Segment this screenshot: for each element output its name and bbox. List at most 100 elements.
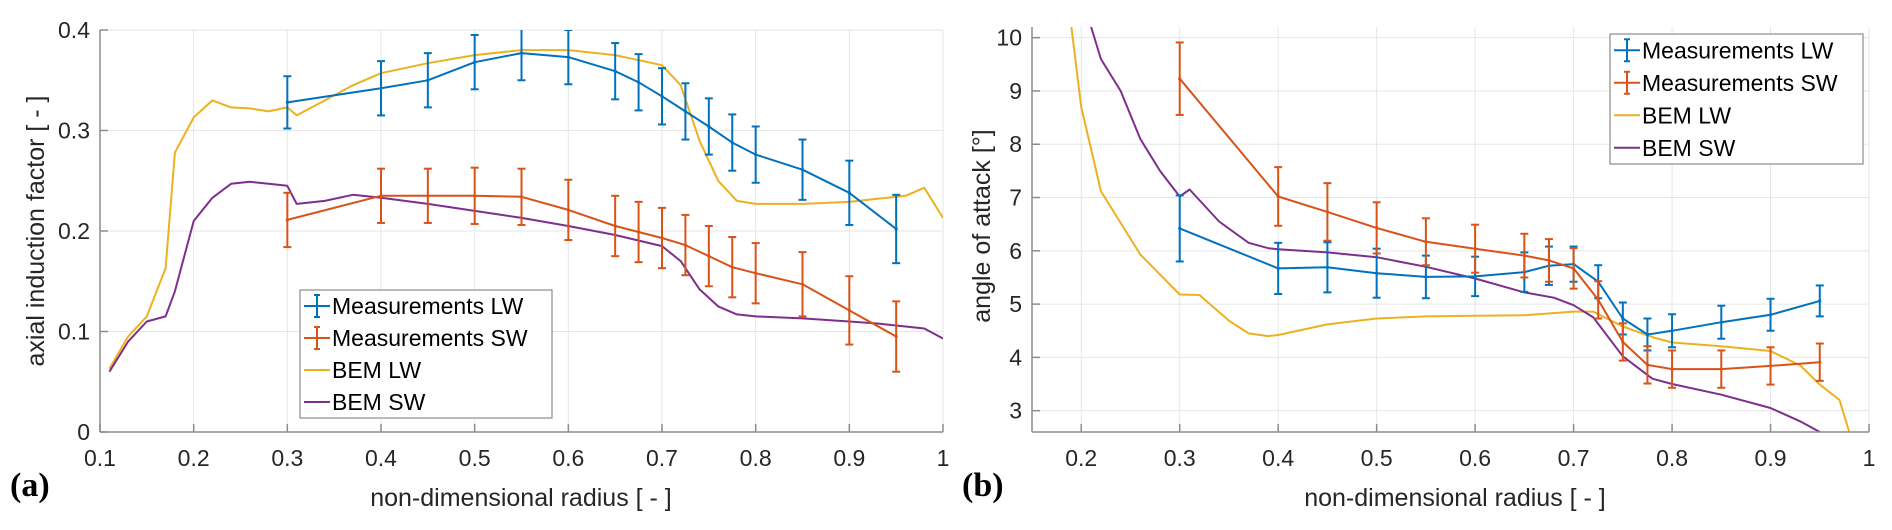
data-point [566,208,570,212]
errorbar-measurements-sw [658,206,666,270]
panel-label-b: (b) [962,467,1004,504]
legend-a: Measurements LW Measurements SW BEM LW BEM … [299,289,553,419]
data-point [1375,226,1379,230]
data-point [426,194,430,198]
x-tick-label: 1 [1863,445,1876,471]
errorbar-measurements-lw [704,97,713,156]
x-tick-label: 0.6 [1459,445,1491,471]
data-point [730,265,734,269]
x-tick-label: 0.3 [1164,445,1196,471]
errorbar-measurements-sw [517,167,526,226]
legend-item-measurements-sw: Measurements SW [304,325,528,351]
data-point [1547,258,1551,263]
data-point [1645,363,1650,367]
data-point [1375,271,1379,275]
y-tick-label: 0 [77,419,90,445]
errorbar-measurements-lw [681,82,690,141]
errorbar-measurements-lw [658,67,666,126]
line-bem-sw [1090,27,1821,432]
errorbar-measurements-sw [1569,247,1578,290]
data-point [1276,266,1280,271]
data-point [1768,364,1773,368]
tick-labels-a: 0.1 0.2 0.3 0.4 0.5 0.6 0.7 0.8 0.9 100.10.20.30.… [58,17,949,471]
errorbar-measurements-sw [1668,349,1677,389]
errorbar-measurements-lw [751,125,760,184]
errorbar-measurements-sw [1643,345,1652,385]
data-point [566,55,570,59]
data-point [1178,226,1182,231]
line-bem-lw [108,49,943,370]
data-point [379,86,383,90]
legend-label: Measurements LW [1642,37,1834,63]
series-measurements-sw [283,166,901,373]
data-point [707,124,711,129]
data-point [473,194,477,198]
errorbar-measurements-sw [1815,342,1824,382]
errorbar-measurements-lw [634,53,643,112]
data-point [800,168,805,172]
series-bem-sw [108,180,943,373]
y-tick-label: 9 [1009,78,1022,104]
errorbar-measurements-sw [1766,346,1775,386]
x-tick-label: 0.3 [271,445,303,471]
errorbar-measurements-lw [798,138,807,201]
errorbar-measurements-lw [845,159,854,226]
x-tick-label: 0.2 [1065,445,1097,471]
x-tick-label: 0.9 [833,445,865,471]
errorbar-measurements-lw [892,193,901,265]
y-tick-label: 8 [1009,131,1022,157]
x-axis-label-a: non-dimensional radius [ - ] [370,484,672,512]
legend-label: BEM SW [1642,135,1736,161]
data-point [847,191,851,195]
errorbar-measurements-sw [892,300,901,373]
data-point [847,308,851,312]
legend-box [1609,33,1864,165]
legend-label: BEM LW [332,357,421,383]
data-point [426,78,430,82]
series-clip-group [108,30,943,373]
data-point [1424,240,1428,244]
legend-label: BEM LW [1642,102,1731,128]
x-tick-label: 0.8 [1656,445,1688,471]
data-point [1473,274,1477,278]
panel-label-a: (a) [10,467,50,504]
errorbar-measurements-lw [728,113,737,172]
data-point [730,140,734,145]
errorbar-measurements-lw [1274,241,1283,295]
errorbar-measurements-sw [470,166,479,225]
errorbar-measurements-lw [377,60,385,117]
data-point [636,230,641,234]
x-tick-label: 0.8 [740,445,772,471]
errorbar-measurements-lw [1175,194,1184,263]
series-bem-sw [1090,27,1821,432]
x-axis-label-b: non-dimensional radius [ - ] [1304,484,1606,512]
errorbar-measurements-sw [634,200,643,264]
data-point [1719,367,1723,371]
errorbar-measurements-sw [611,194,620,258]
data-point [894,227,898,231]
data-point [1178,77,1182,81]
errorbar-measurements-sw [1274,166,1283,227]
series-clip-group [1070,27,1851,432]
data-point [285,218,289,222]
series-measurements-sw [1175,41,1824,389]
line-measurements-sw [287,194,897,338]
data-point [1424,275,1428,279]
errorbar-measurements-sw [377,167,385,224]
x-tick-label: 0.9 [1755,445,1787,471]
data-point [660,94,664,98]
data-point [613,69,617,73]
x-tick-label: 0.7 [646,445,678,471]
errorbar-measurements-sw [1717,349,1726,389]
x-tick-label: 0.4 [365,445,397,471]
line-bem-sw [108,180,943,373]
y-tick-label: 6 [1009,238,1022,264]
errorbar-measurements-sw [845,275,854,346]
errorbar-measurements-sw [1323,182,1332,242]
errorbar-measurements-lw [1717,304,1726,340]
x-tick-label: 0.7 [1558,445,1590,471]
x-tick-label: 0.6 [552,445,584,471]
y-tick-label: 3 [1009,398,1022,424]
legend-b: Measurements LW Measurements SW BEM LW BEM … [1609,33,1864,165]
data-point [1670,329,1674,333]
